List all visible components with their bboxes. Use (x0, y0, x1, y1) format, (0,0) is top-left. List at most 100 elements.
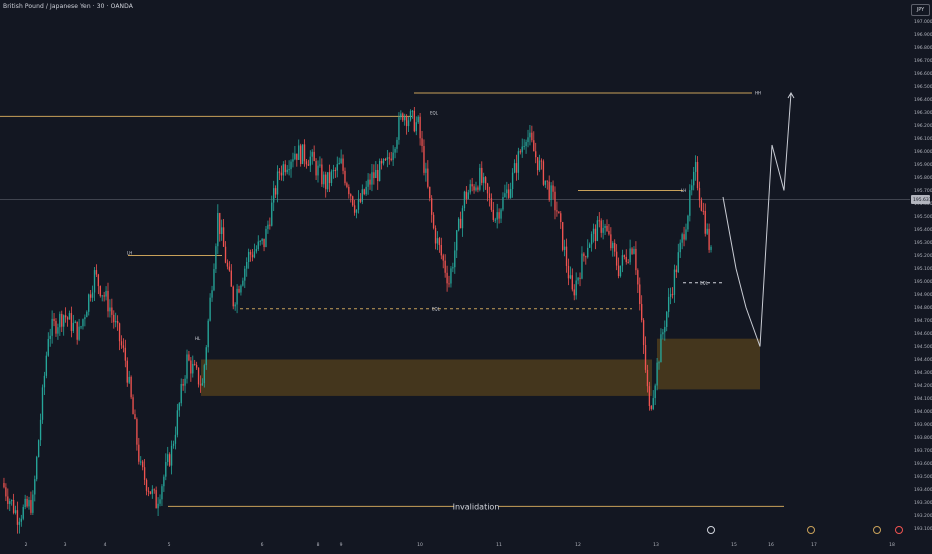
price-tick-label: 193.500 (914, 474, 932, 480)
candle (710, 245, 712, 253)
candle-body (708, 228, 710, 250)
candle (704, 203, 706, 237)
candle-body (107, 290, 109, 312)
label-eql-right: EQL (700, 280, 709, 285)
candle-body (149, 491, 152, 494)
candle-body (228, 266, 231, 271)
candle-body (338, 163, 340, 165)
candle (259, 240, 261, 246)
candle-body (440, 245, 442, 256)
candle-body (369, 179, 371, 185)
candle (149, 491, 152, 495)
candle-body (423, 146, 425, 173)
candle-body (105, 290, 107, 297)
candle-body (633, 248, 635, 254)
candle-body (176, 410, 179, 435)
candle-body (32, 494, 34, 513)
time-tick-label: 15 (731, 542, 737, 548)
candle (615, 244, 618, 271)
candle (446, 265, 448, 292)
candle (639, 277, 641, 311)
current-price-label: 195.631 (913, 197, 932, 203)
candle-body (388, 157, 390, 159)
candle (292, 152, 294, 168)
candle (263, 238, 265, 252)
price-tick-label: 195.600 (914, 201, 932, 207)
candle (63, 314, 65, 336)
candle-body (142, 461, 144, 468)
candle-body (267, 224, 269, 229)
currency-badge[interactable]: JPY (911, 4, 930, 16)
price-axis[interactable]: 197.000 196.900 196.800 196.700 196.600 196.5… (911, 19, 932, 532)
candle (529, 124, 531, 146)
candle (648, 381, 651, 411)
candle (652, 390, 654, 411)
candle-body (496, 212, 498, 220)
candle (72, 314, 74, 334)
candle (402, 112, 404, 122)
price-tick-label: 196.900 (914, 32, 932, 38)
candle-body (41, 387, 44, 420)
candle-body (394, 148, 396, 153)
candle-body (459, 218, 462, 229)
candle (20, 514, 22, 527)
candle-body (330, 171, 333, 183)
candle (662, 328, 664, 340)
candle-body (517, 151, 520, 173)
candle (396, 137, 398, 153)
candle-body (417, 116, 419, 123)
candle (115, 312, 117, 328)
candle-body (594, 228, 597, 241)
candle-body (492, 209, 495, 220)
candle-body (186, 354, 188, 379)
price-tick-label: 193.200 (914, 513, 932, 519)
candle-body (382, 159, 385, 164)
candle-body (461, 208, 464, 229)
candle (527, 129, 529, 148)
candle-body (509, 189, 512, 198)
candle-body (126, 360, 128, 383)
candle (479, 163, 481, 192)
candle (592, 223, 595, 243)
candle (506, 181, 508, 199)
candle-body (120, 341, 123, 346)
candle-body (404, 116, 406, 121)
candle-body (700, 200, 703, 211)
candle (590, 231, 593, 252)
candle (78, 318, 80, 342)
candle (172, 440, 175, 449)
candle-body (53, 318, 55, 322)
candle (276, 165, 279, 203)
price-tick-label: 194.800 (914, 305, 932, 311)
candle-body (168, 454, 171, 466)
candle-body (375, 169, 377, 179)
candle-body (710, 246, 712, 250)
time-axis[interactable]: 2 3 4 5 6 8 9 10 11 12 13 15 16 17 18 (25, 526, 903, 549)
candle-body (124, 347, 127, 361)
candle (702, 202, 705, 215)
candle-body (63, 315, 65, 327)
candle (427, 160, 429, 189)
candle-body (448, 283, 450, 285)
candle-body (625, 256, 627, 263)
time-tick-label: 6 (261, 542, 264, 548)
candle-body (97, 274, 100, 287)
candle-body (390, 158, 392, 160)
candle-body (132, 397, 134, 415)
candle (170, 440, 173, 475)
candle-body (226, 262, 229, 267)
candle-body (402, 113, 404, 121)
label-eql-top: EQL (430, 110, 439, 115)
candle-body (648, 386, 651, 406)
candle-body (473, 186, 475, 191)
candle-body (99, 286, 101, 296)
candle-body (457, 218, 460, 231)
candle-body (219, 212, 221, 234)
symbol-title[interactable]: British Pound / Japanese Yen · 30 · OAND… (3, 3, 133, 10)
candle-body (116, 321, 119, 324)
candle (14, 505, 17, 515)
time-tick-label: 10 (417, 542, 423, 548)
candle (438, 236, 441, 253)
